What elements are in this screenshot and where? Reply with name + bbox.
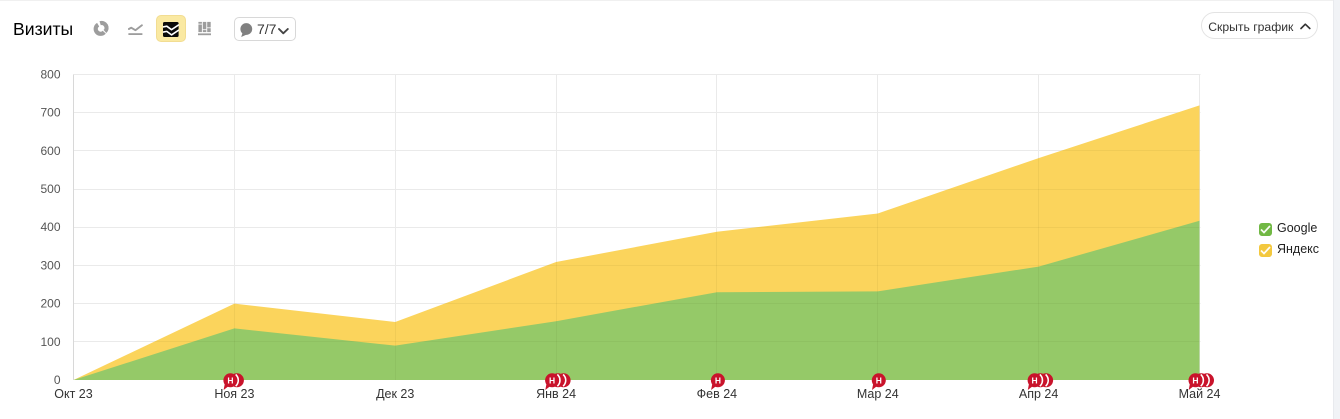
- svg-text:Н: Н: [715, 375, 721, 385]
- svg-text:Н: Н: [549, 375, 555, 385]
- svg-text:Дек 23: Дек 23: [376, 387, 414, 401]
- svg-text:Апр 24: Апр 24: [1019, 387, 1058, 401]
- svg-text:Фев 24: Фев 24: [697, 387, 738, 401]
- svg-text:500: 500: [40, 182, 60, 196]
- svg-text:800: 800: [40, 68, 60, 82]
- svg-text:Мар 24: Мар 24: [857, 387, 899, 401]
- svg-text:200: 200: [40, 297, 60, 311]
- svg-text:400: 400: [40, 220, 60, 234]
- svg-text:Окт 23: Окт 23: [54, 387, 92, 401]
- svg-text:300: 300: [40, 258, 60, 272]
- svg-text:600: 600: [40, 144, 60, 158]
- svg-text:Янв 24: Янв 24: [536, 387, 576, 401]
- svg-text:100: 100: [40, 335, 60, 349]
- svg-text:Н: Н: [1192, 375, 1198, 385]
- svg-text:Н: Н: [1032, 375, 1038, 385]
- svg-text:700: 700: [40, 106, 60, 120]
- svg-text:Май 24: Май 24: [1179, 387, 1221, 401]
- svg-text:0: 0: [54, 373, 61, 387]
- svg-text:Н: Н: [227, 375, 233, 385]
- svg-text:Н: Н: [876, 375, 882, 385]
- svg-text:Ноя 23: Ноя 23: [214, 387, 254, 401]
